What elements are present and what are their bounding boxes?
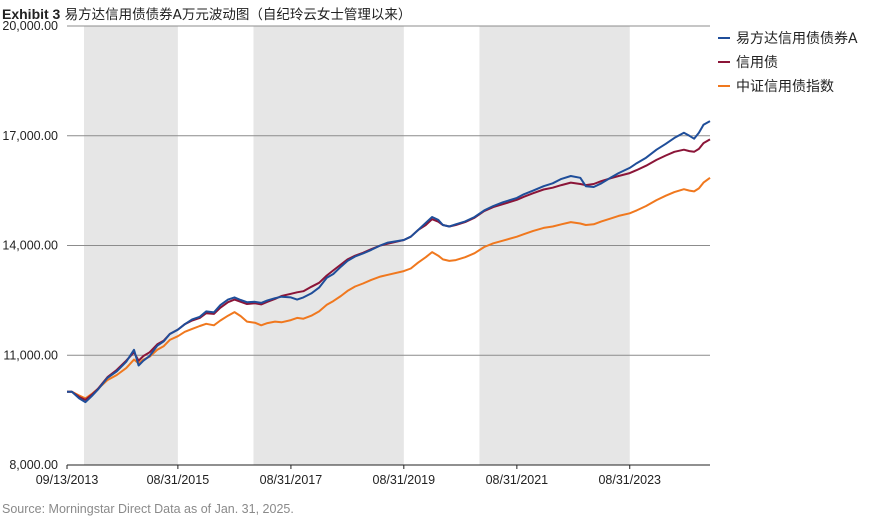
chart-title: Exhibit 3 易方达信用债债券A万元波动图（自纪玲云女士管理以来）: [2, 3, 411, 23]
series-line-易方达信用债债券A: [67, 120, 711, 404]
x-tick-label: 09/13/2013: [36, 473, 99, 487]
legend-swatch: [718, 37, 730, 39]
legend-item: 易方达信用债债券A: [718, 26, 858, 50]
y-tick-label: 17,000.00: [2, 129, 58, 143]
source-note: Source: Morningstar Direct Data as of Ja…: [2, 502, 294, 516]
legend-label: 信用债: [736, 55, 778, 71]
legend-label: 易方达信用债债券A: [736, 31, 858, 47]
x-tick-label: 08/31/2021: [486, 473, 549, 487]
y-tick-label: 20,000.00: [2, 19, 58, 33]
legend-item: 中证信用债指数: [718, 74, 858, 98]
legend-label: 中证信用债指数: [736, 79, 834, 95]
legend-item: 信用债: [718, 50, 858, 74]
x-tick-label: 08/31/2023: [598, 473, 661, 487]
x-axis: 09/13/2013 08/31/2015 08/31/2017 08/31/2019…: [36, 464, 710, 487]
series-lines: [67, 120, 711, 404]
x-tick-label: 08/31/2019: [373, 473, 436, 487]
y-tick-label: 8,000.00: [9, 458, 58, 472]
legend: 易方达信用债债券A 信用债中证信用债指数: [718, 26, 858, 98]
legend-swatch: [718, 85, 730, 87]
y-tick-label: 14,000.00: [2, 239, 58, 253]
y-tick-label: 11,000.00: [3, 348, 58, 362]
x-tick-label: 08/31/2015: [147, 473, 210, 487]
title-text: 易方达信用债债券A万元波动图（自纪玲云女士管理以来）: [64, 7, 412, 23]
gridlines: [67, 25, 710, 356]
y-axis: 8,000.00 11,000.00 14,000.00 17,000.00 20,00…: [2, 19, 58, 472]
x-tick-label: 08/31/2017: [260, 473, 323, 487]
legend-swatch: [718, 61, 730, 63]
exhibit-label: Exhibit 3: [2, 6, 61, 22]
series-line-中证信用债指数: [67, 176, 711, 400]
